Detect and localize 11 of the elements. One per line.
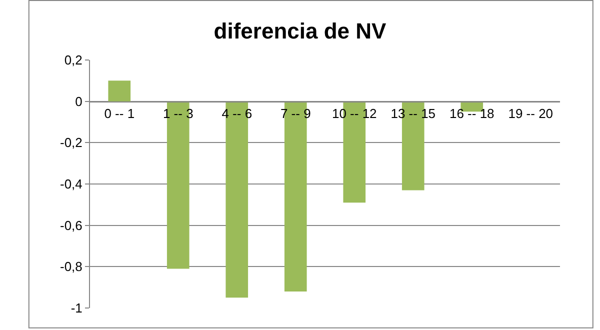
x-tick-label: 0 -- 1 bbox=[104, 106, 135, 121]
y-tick-label: -0,4 bbox=[60, 176, 82, 192]
x-tick-label: 16 -- 18 bbox=[449, 106, 494, 121]
y-tick-label: -1 bbox=[70, 300, 82, 316]
y-tick-label: 0,2 bbox=[64, 52, 82, 68]
y-tick-label: -0,6 bbox=[60, 218, 82, 233]
chart-title: diferencia de NV bbox=[214, 18, 387, 44]
y-tick-label: -0,2 bbox=[60, 135, 82, 150]
y-tick-label: 0 bbox=[75, 94, 82, 109]
y-tick-label: -0,8 bbox=[60, 259, 82, 274]
x-tick-label: 19 -- 20 bbox=[508, 106, 554, 121]
